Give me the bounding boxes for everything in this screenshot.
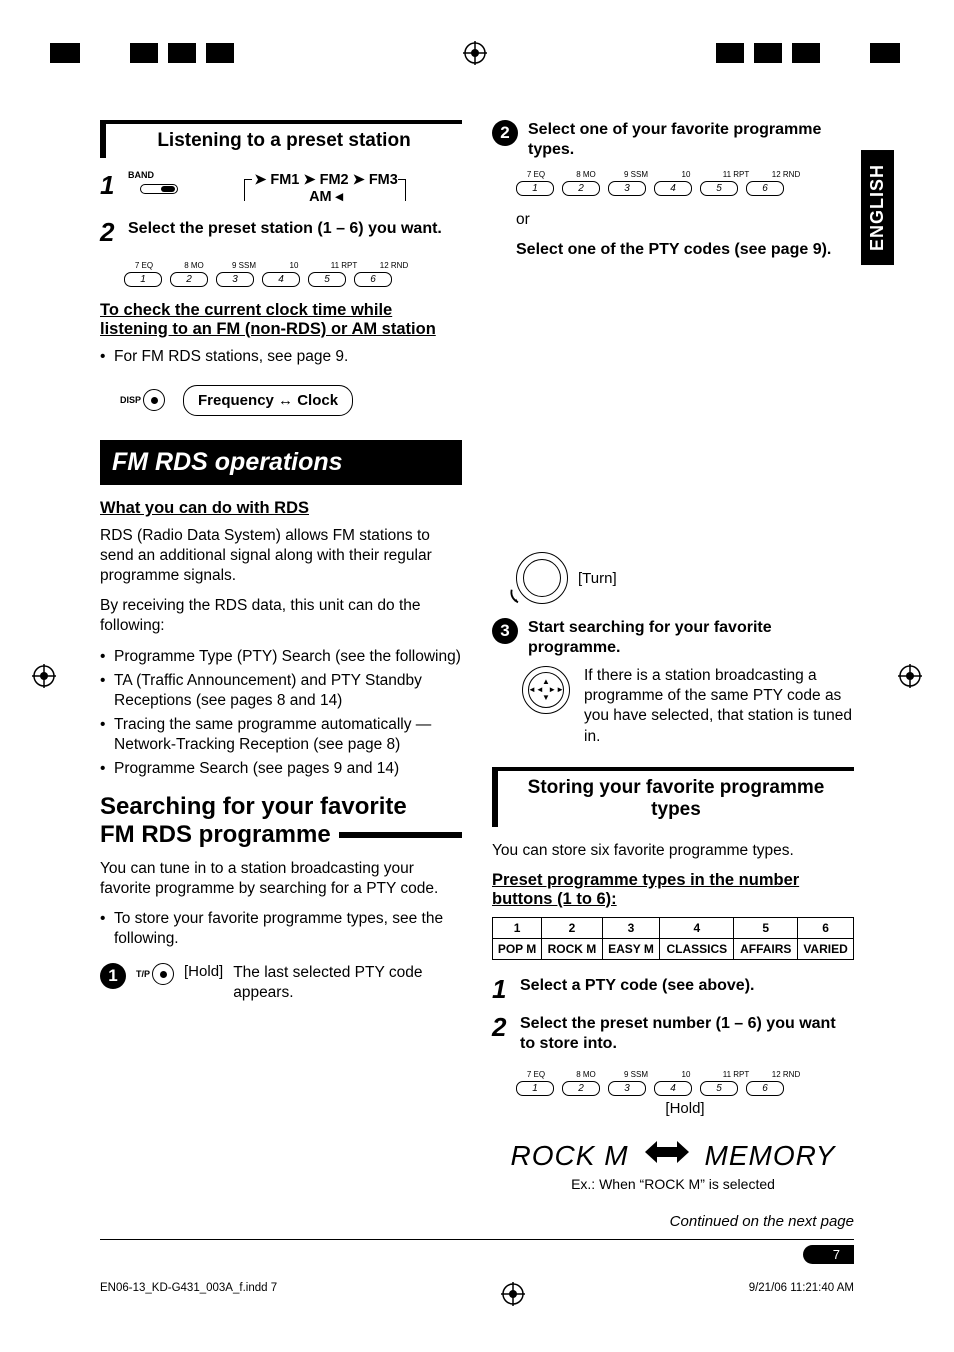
- preset-key: 1: [516, 1081, 554, 1096]
- step-number: 2: [492, 1014, 512, 1040]
- registration-top: [50, 38, 900, 68]
- preset-key: 6: [746, 1081, 784, 1096]
- preset-key: 4: [654, 1081, 692, 1096]
- language-tab: ENGLISH: [861, 150, 894, 265]
- preset-strip: 7 EQ 8 MO 9 SSM 10 11 RPT 12 RND 1 2 3 4…: [516, 1070, 854, 1117]
- circle-step-2: 2: [492, 120, 518, 146]
- body-text: The last selected PTY code appears.: [233, 963, 462, 1003]
- store-step-2: 2 Select the preset number (1 – 6) you w…: [492, 1014, 854, 1054]
- step-number: 1: [492, 976, 512, 1002]
- search-heading: Searching for your favorite FM RDS progr…: [100, 793, 462, 848]
- body-text: You can store six favorite programme typ…: [492, 841, 854, 861]
- pty-table: 1 2 3 4 5 6 POP M ROCK M EASY M CLASSICS…: [492, 917, 854, 960]
- step-text: Select one of your favorite programme ty…: [528, 120, 854, 160]
- preset-key: 4: [262, 272, 300, 287]
- bullet: Tracing the same programme automatically…: [100, 715, 462, 755]
- swap-arrow-icon: [645, 1137, 689, 1175]
- fm-cycle-diagram: ➤ FM1 ➤ FM2 ➤ FM3 AM ◂: [254, 172, 398, 207]
- bullet: Programme Type (PTY) Search (see the fol…: [100, 647, 462, 667]
- pty-codes-text: Select one of the PTY codes (see page 9)…: [516, 240, 854, 536]
- example-text: Ex.: When “ROCK M” is selected: [492, 1175, 854, 1193]
- dial-icon: [516, 552, 568, 604]
- circle-step-1: 1: [100, 963, 126, 989]
- body-text: By receiving the RDS data, this unit can…: [100, 596, 462, 636]
- body-text: If there is a station broadcasting a pro…: [584, 666, 854, 747]
- preset-key: 6: [354, 272, 392, 287]
- preset-key: 2: [170, 272, 208, 287]
- frequency-clock-box: Frequency ↔ Clock: [183, 385, 353, 416]
- display-memory: MEMORY: [705, 1140, 836, 1172]
- store-header: Storing your favorite programme types: [492, 767, 854, 827]
- preset-key: 1: [516, 181, 554, 196]
- clock-check-heading: To check the current clock time while li…: [100, 301, 462, 339]
- store-step-1: 1 Select a PTY code (see above).: [492, 976, 854, 1002]
- footer-file: EN06-13_KD-G431_003A_f.indd 7: [100, 1282, 277, 1306]
- step-1-band: 1 BAND ➤ FM1 ➤ FM2 ➤ FM3 AM ◂: [100, 172, 462, 207]
- rocker-button-icon: ▲◄◄ ►►▼: [522, 666, 570, 714]
- listening-header: Listening to a preset station: [100, 120, 462, 158]
- step-number: 1: [100, 172, 120, 198]
- preset-key: 5: [700, 1081, 738, 1096]
- hold-label: [Hold]: [516, 1100, 854, 1117]
- bullet: To store your favorite programme types, …: [100, 909, 462, 949]
- registration-mark-icon: [32, 664, 56, 688]
- registration-mark-icon: [501, 1282, 525, 1306]
- footer-timestamp: 9/21/06 11:21:40 AM: [749, 1282, 854, 1306]
- step-text: Select the preset station (1 – 6) you wa…: [128, 219, 462, 239]
- bullet: For FM RDS stations, see page 9.: [100, 347, 462, 367]
- preset-key: 3: [216, 272, 254, 287]
- preset-key: 2: [562, 1081, 600, 1096]
- preset-key: 5: [308, 272, 346, 287]
- body-text: RDS (Radio Data System) allows FM statio…: [100, 526, 462, 586]
- step-2-preset: 2 Select the preset station (1 – 6) you …: [100, 219, 462, 245]
- preset-key: 2: [562, 181, 600, 196]
- rds-header: FM RDS operations: [100, 440, 462, 485]
- right-column: 2 Select one of your favorite programme …: [492, 120, 854, 1230]
- what-rds-heading: What you can do with RDS: [100, 499, 462, 518]
- page-number: 7: [803, 1245, 854, 1264]
- preset-strip: 7 EQ 8 MO 9 SSM 10 11 RPT 12 RND 1 2 3 4…: [124, 261, 462, 287]
- preset-key: 4: [654, 181, 692, 196]
- continued-text: Continued on the next page: [492, 1213, 854, 1230]
- hold-label: [Hold]: [184, 963, 223, 980]
- step-number: 2: [100, 219, 120, 245]
- registration-mark-icon: [898, 664, 922, 688]
- footer-rule: [100, 1239, 854, 1241]
- step-text: Select a PTY code (see above).: [520, 976, 854, 996]
- band-button-icon: BAND: [128, 172, 182, 194]
- circle-step-3: 3: [492, 618, 518, 644]
- body-text: You can tune in to a station broadcastin…: [100, 859, 462, 899]
- preset-key: 3: [608, 181, 646, 196]
- step-text: Start searching for your favorite progra…: [528, 618, 854, 658]
- preset-key: 5: [700, 181, 738, 196]
- preset-key: 6: [746, 181, 784, 196]
- footer-meta: EN06-13_KD-G431_003A_f.indd 7 9/21/06 11…: [100, 1282, 854, 1306]
- turn-label: [Turn]: [578, 570, 617, 587]
- disp-button-icon: DISP: [120, 389, 165, 411]
- preset-types-heading: Preset programme types in the number but…: [492, 871, 854, 909]
- bullet: TA (Traffic Announcement) and PTY Standb…: [100, 671, 462, 711]
- preset-key: 1: [124, 272, 162, 287]
- rockm-memory-swap: ROCK M MEMORY: [492, 1137, 854, 1175]
- registration-mark-icon: [463, 41, 487, 65]
- step-text: Select the preset number (1 – 6) you wan…: [520, 1014, 854, 1054]
- tp-button-icon: T/P: [136, 963, 174, 985]
- or-text: or: [516, 210, 854, 230]
- bullet: Programme Search (see pages 9 and 14): [100, 759, 462, 779]
- left-column: Listening to a preset station 1 BAND ➤ F…: [100, 120, 462, 1230]
- dial-turn: [Turn]: [516, 552, 854, 604]
- preset-strip: 7 EQ 8 MO 9 SSM 10 11 RPT 12 RND 1 2 3 4…: [516, 170, 854, 196]
- preset-key: 3: [608, 1081, 646, 1096]
- display-rockm: ROCK M: [511, 1140, 629, 1172]
